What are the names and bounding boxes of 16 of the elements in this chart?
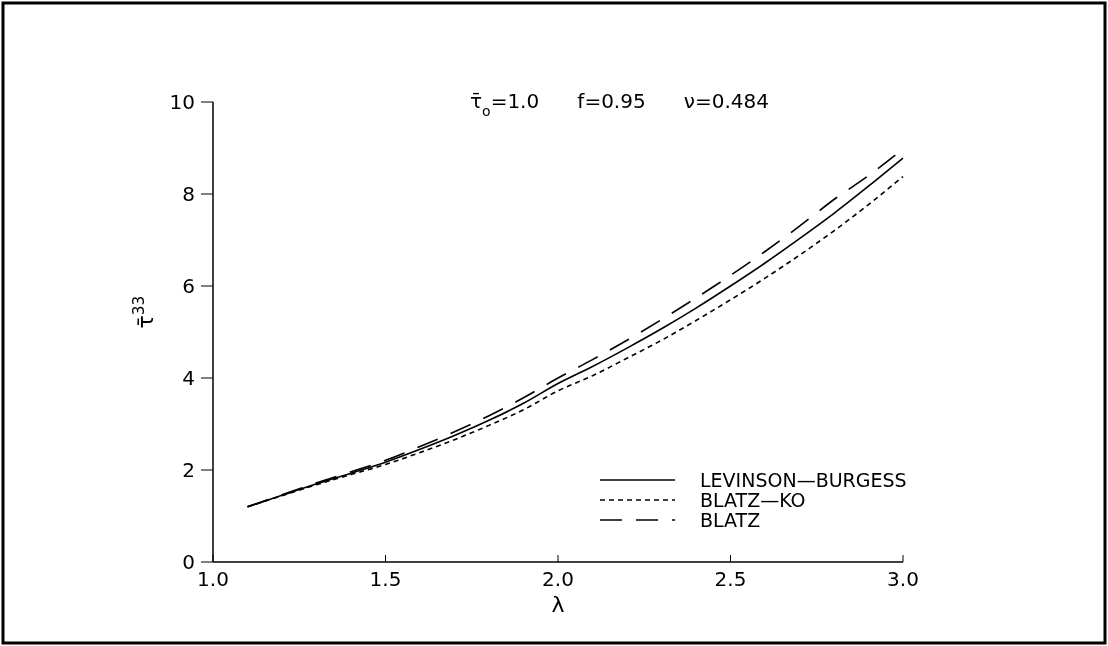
x-tick-label: 3.0 [887, 567, 919, 591]
x-tick-label: 2.5 [714, 567, 747, 591]
legend-label: BLATZ [700, 509, 761, 531]
x-tick-label: 2.0 [542, 567, 574, 591]
x-axis-title: λ [551, 592, 565, 617]
y-tick-label: 6 [182, 274, 195, 298]
legend-label: LEVINSON—BURGESS [700, 469, 907, 491]
y-tick-label: 8 [182, 182, 195, 206]
y-tick-label: 4 [182, 366, 195, 390]
annotation: τ̄$_{o}$=1.0 f=0.95 ν=0.484 [470, 89, 769, 119]
legend-label: BLATZ—KO [700, 489, 806, 511]
x-tick-label: 1.5 [369, 567, 402, 591]
y-tick-label: 10 [169, 90, 195, 114]
x-tick-label: 1.0 [197, 567, 229, 591]
y-tick-label: 2 [182, 458, 195, 482]
y-tick-label: 0 [182, 550, 195, 574]
